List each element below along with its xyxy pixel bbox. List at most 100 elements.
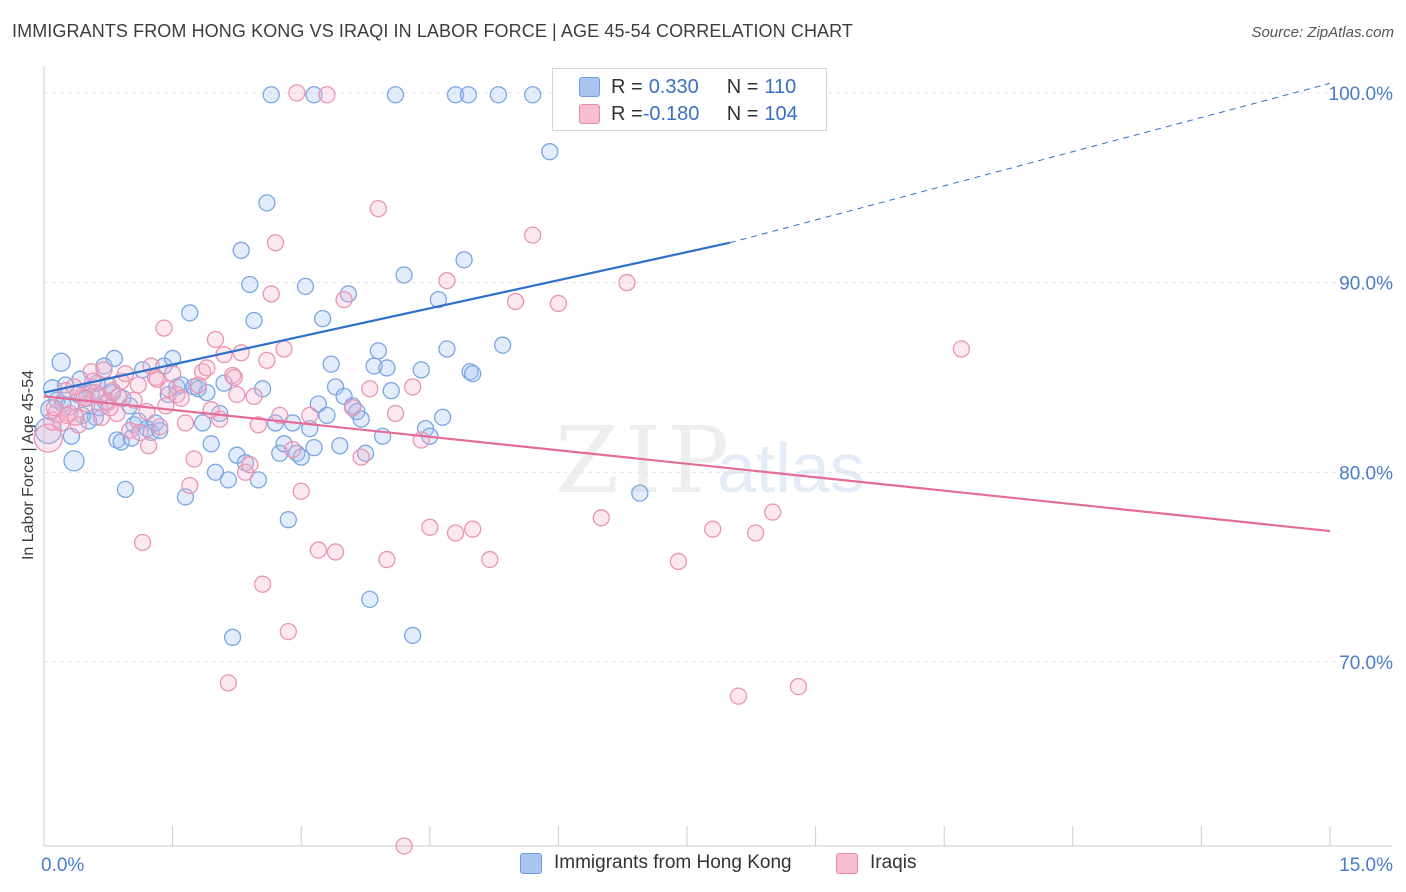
data-point bbox=[249, 471, 267, 489]
watermark-zip: ZIP bbox=[555, 407, 735, 514]
data-point bbox=[245, 311, 263, 330]
data-point bbox=[228, 385, 246, 404]
legend-item-iraqis[interactable]: Iraqis bbox=[836, 852, 916, 874]
data-point bbox=[541, 143, 559, 161]
data-point bbox=[296, 277, 315, 296]
data-point bbox=[464, 364, 482, 383]
y-tick-label: 80.0% bbox=[1339, 463, 1393, 484]
data-point bbox=[506, 292, 525, 311]
data-point bbox=[116, 480, 135, 499]
data-point bbox=[434, 408, 452, 426]
data-point bbox=[386, 86, 405, 104]
data-point bbox=[382, 382, 400, 400]
data-point bbox=[163, 349, 182, 368]
y-tick-label: 100.0% bbox=[1329, 84, 1394, 105]
data-point bbox=[326, 378, 345, 396]
data-point bbox=[193, 414, 212, 432]
data-point bbox=[318, 406, 336, 425]
data-point bbox=[92, 408, 111, 426]
data-point bbox=[481, 550, 499, 569]
legend-swatch-iraqis bbox=[836, 852, 858, 874]
data-point bbox=[305, 438, 323, 457]
data-point bbox=[249, 416, 267, 434]
data-point bbox=[181, 476, 199, 495]
data-point bbox=[202, 435, 220, 453]
data-point bbox=[446, 524, 465, 542]
data-point bbox=[181, 304, 199, 322]
x-tick-label: 0.0% bbox=[41, 855, 84, 876]
data-point bbox=[283, 440, 302, 459]
watermark: ZIP atlas bbox=[555, 407, 865, 514]
data-point bbox=[318, 86, 336, 104]
data-point bbox=[109, 387, 128, 406]
data-point bbox=[352, 448, 370, 466]
series-iraqis bbox=[33, 84, 970, 855]
data-point bbox=[361, 380, 379, 398]
data-point bbox=[404, 626, 422, 645]
data-point bbox=[151, 418, 169, 436]
legend-item-hongkong[interactable]: Immigrants from Hong Kong bbox=[520, 852, 792, 874]
data-point bbox=[241, 456, 259, 474]
data-point bbox=[669, 552, 688, 571]
legend-swatch-iraqis bbox=[579, 104, 600, 124]
data-point bbox=[292, 482, 310, 500]
data-point bbox=[232, 241, 250, 259]
data-point bbox=[335, 290, 353, 309]
data-point bbox=[262, 285, 280, 303]
axes-layer bbox=[43, 66, 1392, 847]
data-point bbox=[378, 550, 396, 569]
data-point bbox=[176, 414, 195, 432]
trend-extension-hongkong bbox=[729, 82, 1331, 244]
source-credit: Source: ZipAtlas.com bbox=[1251, 24, 1394, 41]
data-point bbox=[618, 273, 636, 292]
data-point bbox=[189, 376, 207, 394]
data-point bbox=[206, 463, 225, 481]
data-point bbox=[225, 368, 243, 387]
data-point bbox=[241, 275, 259, 294]
data-point bbox=[489, 86, 508, 104]
data-point bbox=[464, 520, 482, 538]
legend-box: R = 0.330 N = 110 R = -0.180 N = 104 bbox=[552, 68, 827, 131]
x-tick-label: 15.0% bbox=[1339, 855, 1393, 876]
data-point bbox=[429, 290, 448, 309]
data-point bbox=[412, 361, 430, 379]
data-point bbox=[63, 450, 85, 472]
data-point bbox=[279, 622, 297, 641]
data-point bbox=[592, 509, 610, 527]
legend-row-iraqis: R = -0.180 N = 104 bbox=[553, 101, 798, 127]
legend-n-value: 110 bbox=[764, 75, 797, 98]
legend-n-label: N = bbox=[726, 75, 759, 98]
data-point bbox=[446, 86, 465, 104]
data-point bbox=[404, 378, 422, 396]
data-point bbox=[438, 272, 456, 290]
y-tick-label: 90.0% bbox=[1339, 274, 1393, 295]
points-layer bbox=[33, 84, 970, 855]
data-point bbox=[395, 266, 413, 284]
data-point bbox=[189, 380, 207, 398]
data-point bbox=[331, 437, 349, 455]
series-hongkong bbox=[34, 86, 649, 646]
data-point bbox=[524, 226, 542, 244]
data-point bbox=[549, 294, 568, 313]
data-point bbox=[105, 349, 123, 368]
data-point bbox=[148, 370, 166, 388]
data-point bbox=[524, 86, 542, 104]
data-point bbox=[51, 352, 71, 372]
legend-swatch-hongkong bbox=[579, 77, 600, 97]
grid-layer bbox=[44, 92, 1392, 663]
data-point bbox=[163, 364, 182, 383]
data-point bbox=[326, 543, 345, 561]
data-point bbox=[335, 387, 353, 406]
data-point bbox=[245, 387, 263, 406]
data-point bbox=[262, 86, 280, 104]
data-point bbox=[438, 340, 456, 358]
data-point bbox=[378, 359, 396, 377]
y-tick-label: 70.0% bbox=[1339, 653, 1393, 674]
data-point bbox=[386, 404, 405, 423]
legend-r-value: 0.330 bbox=[648, 75, 699, 98]
trend-line-iraqis bbox=[43, 395, 1331, 533]
data-point bbox=[275, 435, 293, 453]
legend-r-label: R = bbox=[611, 75, 643, 98]
data-point bbox=[172, 389, 190, 407]
